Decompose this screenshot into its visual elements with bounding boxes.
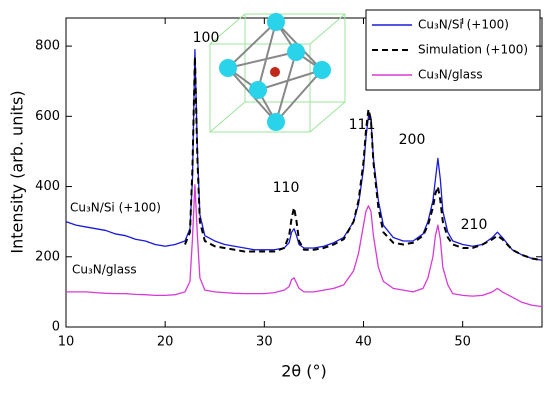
legend-label: Cu₃N/Si (+100)	[418, 18, 509, 32]
x-axis-label: 2θ (°)	[281, 362, 327, 381]
crystal-inset	[209, 13, 346, 133]
x-tick-label: 50	[454, 335, 471, 350]
y-tick-label: 600	[35, 109, 60, 124]
y-tick-label: 200	[35, 249, 60, 264]
y-axis-label: Intensity (arb. units)	[8, 90, 27, 253]
annotation: 100	[193, 30, 220, 46]
atom	[313, 61, 331, 79]
center-atom	[270, 67, 280, 77]
annotation: 111	[349, 117, 376, 133]
plot-area	[65, 48, 543, 308]
annotation: 110	[273, 180, 300, 196]
plot-frame	[65, 17, 543, 328]
atom	[267, 13, 285, 31]
atom	[267, 113, 285, 131]
annotation: 210	[461, 217, 488, 233]
annotation: 200	[399, 132, 426, 148]
atom	[287, 43, 305, 61]
series-line	[65, 48, 543, 261]
y-tick-label: 400	[35, 179, 60, 194]
cube-edge	[209, 13, 346, 133]
atom	[219, 59, 237, 77]
x-tick-label: 30	[256, 335, 273, 350]
y-tick-label: 0	[52, 320, 60, 335]
x-tick-label: 10	[58, 335, 75, 350]
y-tick-label: 800	[35, 39, 60, 54]
atom	[249, 81, 267, 99]
x-tick-label: 20	[157, 335, 174, 350]
x-tick-label: 40	[355, 335, 372, 350]
legend-label: Cu₃N/glass	[418, 68, 483, 82]
legend-label: Simulation (+100)	[418, 43, 528, 57]
series-line	[66, 184, 543, 308]
annotation: Cu₃N/glass	[72, 263, 137, 277]
annotation: Cu₃N/Si (+100)	[70, 201, 161, 215]
